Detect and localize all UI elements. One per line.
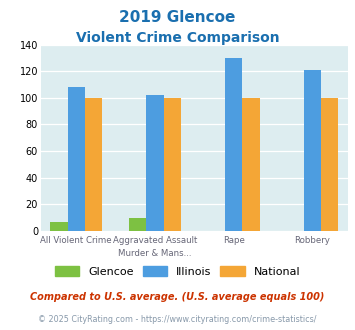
Bar (304, 70, 321, 231)
Bar (146, 95, 164, 231)
Text: Aggravated Assault: Aggravated Assault (113, 236, 197, 245)
Legend: Glencoe, Illinois, National: Glencoe, Illinois, National (50, 261, 305, 281)
Bar (85, 98, 102, 231)
Bar (225, 58, 242, 231)
Text: © 2025 CityRating.com - https://www.cityrating.com/crime-statistics/: © 2025 CityRating.com - https://www.city… (38, 315, 317, 324)
Text: Rape: Rape (223, 236, 245, 245)
Bar (321, 98, 338, 231)
Text: Murder & Mans...: Murder & Mans... (118, 249, 192, 258)
Text: Violent Crime Comparison: Violent Crime Comparison (76, 31, 279, 45)
Bar (67, 87, 85, 231)
Text: Robbery: Robbery (295, 236, 331, 245)
Text: 2019 Glencoe: 2019 Glencoe (119, 10, 236, 25)
Bar (50, 222, 67, 231)
Bar (242, 98, 260, 231)
Bar (129, 218, 146, 231)
Bar (164, 98, 181, 231)
Text: All Violent Crime: All Violent Crime (40, 236, 112, 245)
Text: Compared to U.S. average. (U.S. average equals 100): Compared to U.S. average. (U.S. average … (30, 292, 325, 302)
